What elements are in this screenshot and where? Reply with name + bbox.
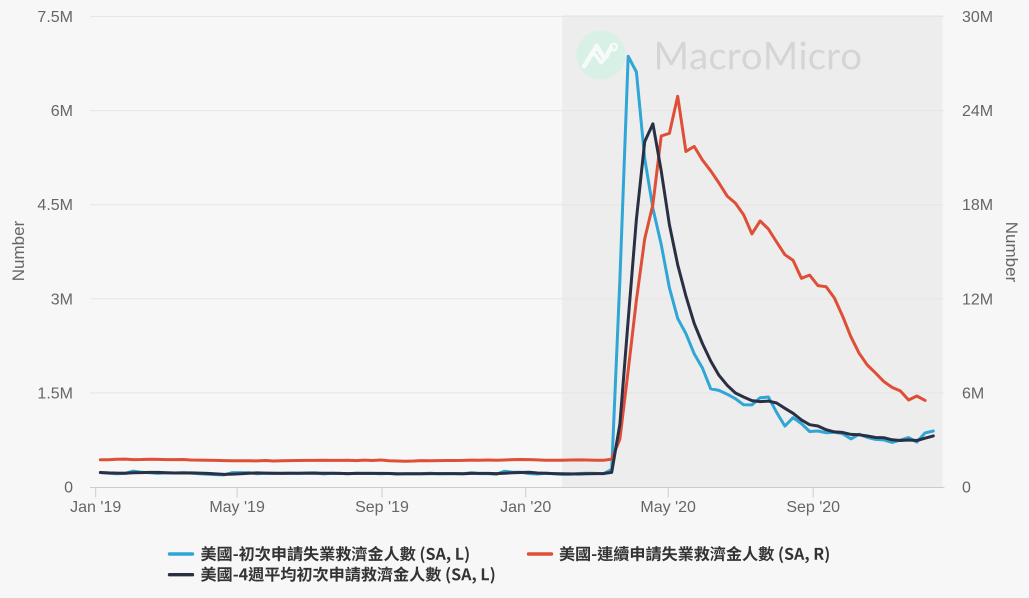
svg-text:Jan '19: Jan '19 [70,499,121,516]
svg-text:0: 0 [962,480,971,497]
svg-text:12M: 12M [962,291,993,308]
svg-text:18M: 18M [962,197,993,214]
svg-text:30M: 30M [962,9,993,26]
svg-text:6M: 6M [962,385,984,402]
svg-text:Number: Number [1002,222,1021,283]
svg-text:Sep '20: Sep '20 [786,499,840,516]
svg-text:24M: 24M [962,103,993,120]
svg-text:1.5M: 1.5M [37,385,73,402]
svg-text:Sep '19: Sep '19 [355,499,409,516]
svg-text:4.5M: 4.5M [37,197,73,214]
svg-text:Jan '20: Jan '20 [500,499,551,516]
svg-text:3M: 3M [51,291,73,308]
svg-text:Number: Number [9,220,28,281]
svg-text:May '19: May '19 [209,499,265,516]
svg-text:6M: 6M [51,103,73,120]
svg-text:0: 0 [64,480,73,497]
svg-text:May '20: May '20 [640,499,696,516]
svg-text:7.5M: 7.5M [37,9,73,26]
